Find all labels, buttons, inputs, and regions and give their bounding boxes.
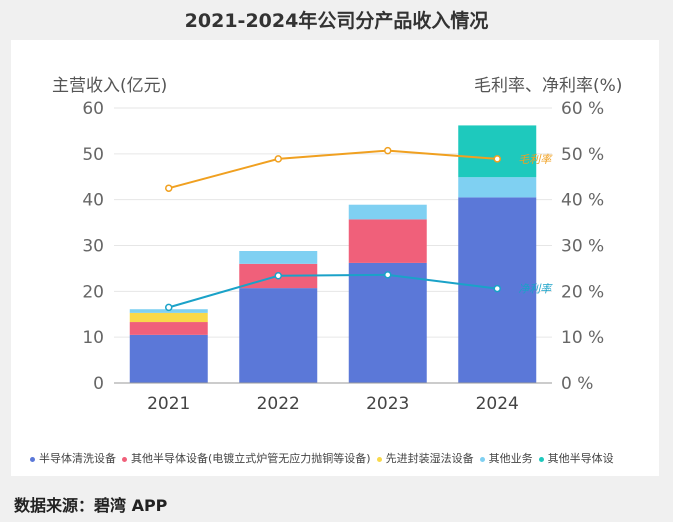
data-source: 数据来源：碧湾 APP bbox=[14, 496, 168, 515]
legend-dot-icon bbox=[376, 456, 382, 462]
bar-2023-s0 bbox=[348, 262, 427, 383]
y2-tick-label: 30 % bbox=[561, 237, 604, 257]
bar-2023-s3 bbox=[348, 204, 427, 220]
y2-tick-label: 0 % bbox=[561, 374, 593, 394]
chart-svg: 0 0 % 10 10 % 20 20 % 30 30 % 40 40 % 50 50 % 60 60 %… bbox=[52, 76, 622, 414]
legend-label: 其他半导体设 bbox=[547, 452, 614, 465]
y-axis-title: 主营收入(亿元) bbox=[52, 76, 167, 96]
line-毛利率 bbox=[168, 149, 498, 190]
point-毛利率 bbox=[274, 155, 282, 163]
y2-tick-label: 60 % bbox=[561, 99, 604, 119]
chart-card bbox=[11, 40, 659, 476]
legend-dot-icon bbox=[479, 456, 485, 462]
bar-2022-s0 bbox=[239, 288, 318, 383]
y-tick-label: 20 bbox=[82, 282, 104, 302]
legend-label: 其他半导体设备(电镀立式炉管无应力抛铜等设备) bbox=[131, 452, 371, 465]
legend-dot-icon bbox=[30, 456, 35, 462]
point-净利率 bbox=[493, 284, 501, 293]
chart-title: 2021-2024年公司分产品收入情况 bbox=[184, 10, 489, 32]
bar-2021-s1 bbox=[129, 322, 208, 335]
y-tick-label: 50 bbox=[82, 145, 104, 165]
point-毛利率 bbox=[493, 155, 501, 163]
bar-2022-s3 bbox=[239, 251, 318, 264]
line-label-毛利率: 毛利率 bbox=[518, 153, 553, 166]
point-毛利率 bbox=[384, 146, 392, 155]
bar-2021-s2 bbox=[129, 312, 208, 323]
x-tick-label: 2024 bbox=[476, 394, 519, 414]
point-净利率 bbox=[165, 303, 173, 312]
y2-tick-label: 20 % bbox=[561, 282, 604, 302]
x-tick-label: 2022 bbox=[257, 394, 300, 414]
legend-dot-icon bbox=[538, 456, 544, 462]
legend-item: 半导体清洗设备 bbox=[30, 450, 116, 466]
bar-2024-s4 bbox=[458, 125, 537, 178]
legend-dot-icon bbox=[122, 456, 127, 462]
y2-tick-label: 10 % bbox=[561, 328, 604, 348]
line-净利率 bbox=[168, 273, 498, 309]
y2-axis-title: 毛利率、净利率(%) bbox=[474, 76, 622, 96]
legend-label: 其他业务 bbox=[488, 452, 533, 465]
point-毛利率 bbox=[165, 184, 173, 192]
legend-item: 其他半导体设备(电镀立式炉管无应力抛铜等设备) bbox=[122, 450, 371, 466]
y-tick-label: 0 bbox=[93, 374, 104, 394]
legend-item: 其他半导体设 bbox=[538, 450, 614, 466]
legend-label: 先进封装湿法设备 bbox=[385, 452, 474, 465]
y-tick-label: 60 bbox=[82, 99, 104, 119]
legend-item: 先进封装湿法设备 bbox=[376, 450, 474, 466]
legend-label: 半导体清洗设备 bbox=[39, 452, 116, 465]
y2-tick-label: 40 % bbox=[561, 191, 604, 211]
point-净利率 bbox=[274, 272, 282, 280]
x-tick-label: 2023 bbox=[366, 394, 409, 414]
point-净利率 bbox=[384, 271, 392, 279]
legend-item: 其他业务 bbox=[479, 450, 533, 466]
y-tick-label: 40 bbox=[82, 191, 104, 211]
bar-2021-s0 bbox=[129, 334, 208, 383]
y-tick-label: 30 bbox=[82, 237, 104, 257]
y2-tick-label: 50 % bbox=[561, 145, 604, 165]
bar-2023-s1 bbox=[348, 219, 427, 263]
line-label-净利率: 净利率 bbox=[518, 283, 553, 296]
x-tick-label: 2021 bbox=[147, 394, 190, 414]
chart-legend: 半导体清洗设备 其他半导体设备(电镀立式炉管无应力抛铜等设备) 先进封装湿法设备 其他… bbox=[30, 450, 670, 466]
y-tick-label: 10 bbox=[82, 328, 104, 348]
bar-2024-s3 bbox=[458, 177, 537, 198]
